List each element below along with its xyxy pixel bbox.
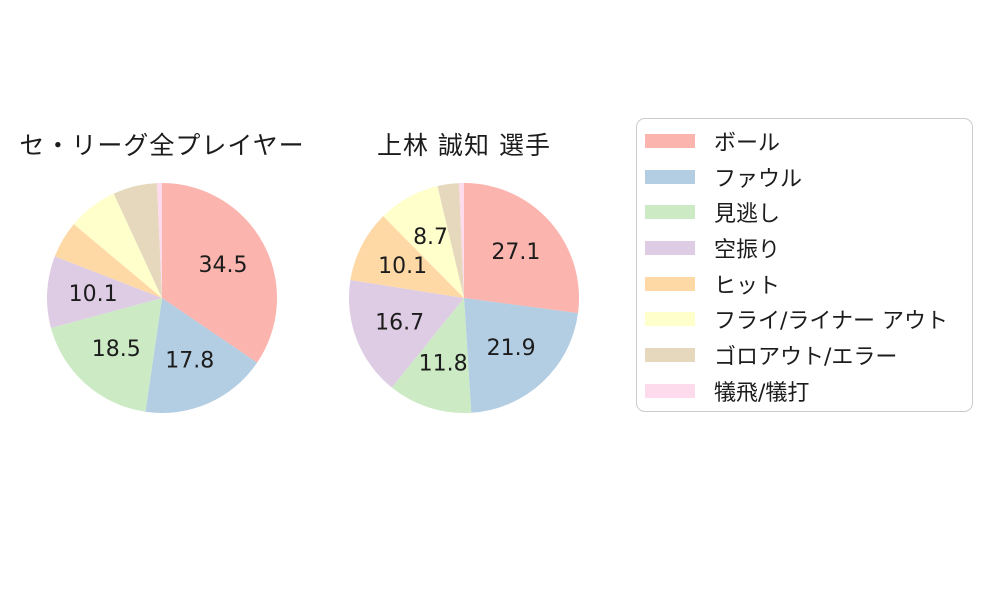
- pie-slice: [437, 183, 464, 298]
- pie-slice: [162, 183, 277, 363]
- legend-swatch: [645, 312, 695, 327]
- slice-value-label: 10.1: [378, 254, 427, 279]
- legend-label: ゴロアウト/エラー: [714, 344, 898, 370]
- legend-label: ヒット: [714, 273, 781, 299]
- legend-item: ファウル: [637, 159, 972, 195]
- legend-item: 空振り: [637, 230, 972, 266]
- legend-label: ボール: [714, 130, 781, 156]
- chart-league: セ・リーグ全プレイヤー 34.5 17.8 18.5 10.1: [12, 126, 312, 413]
- legend-label: 空振り: [714, 237, 781, 263]
- legend-swatch: [645, 383, 695, 398]
- pie-slice: [391, 298, 472, 413]
- pie-svg: 27.1 21.9 11.8 16.7 10.1 8.7: [349, 183, 579, 413]
- legend-label: 犠飛/犠打: [714, 380, 810, 406]
- pie-chart-player: 27.1 21.9 11.8 16.7 10.1 8.7: [349, 183, 579, 413]
- legend-swatch: [645, 240, 695, 255]
- pie-svg: 34.5 17.8 18.5 10.1: [47, 183, 277, 413]
- slice-value-label: 10.1: [69, 282, 118, 307]
- legend-item: ボール: [637, 123, 972, 159]
- chart-title-league: セ・リーグ全プレイヤー: [19, 131, 305, 160]
- pie-slice: [73, 193, 162, 298]
- slice-value-label: 16.7: [375, 310, 424, 335]
- legend-swatch: [645, 133, 695, 148]
- pie-slice: [156, 183, 162, 298]
- pie-slice: [464, 298, 579, 413]
- pie-slice: [145, 298, 258, 413]
- legend-swatch: [645, 276, 695, 291]
- pie-slice: [50, 298, 162, 412]
- slice-value-label: 11.8: [419, 351, 468, 376]
- slice-value-label: 34.5: [198, 253, 247, 278]
- slice-value-label: 21.9: [487, 336, 536, 361]
- legend-swatch: [645, 347, 695, 362]
- pie-slice: [383, 186, 464, 298]
- pie-chart-league: 34.5 17.8 18.5 10.1: [47, 183, 277, 413]
- slice-value-label: 8.7: [413, 225, 448, 250]
- pie-slice: [349, 280, 464, 388]
- legend-label: 見逃し: [714, 202, 781, 228]
- slice-value-label: 17.8: [165, 349, 214, 374]
- legend-item: 犠飛/犠打: [637, 373, 972, 409]
- legend-item: 見逃し: [637, 194, 972, 230]
- slice-value-label: 18.5: [92, 337, 141, 362]
- legend-item: ヒット: [637, 266, 972, 302]
- pie-slice: [464, 183, 579, 314]
- legend-label: ファウル: [714, 166, 803, 192]
- legend-swatch: [645, 169, 695, 184]
- legend-label: フライ/ライナー アウト: [714, 309, 948, 335]
- pie-slice: [113, 183, 162, 298]
- legend-item: フライ/ライナー アウト: [637, 301, 972, 337]
- pie-slice: [458, 183, 464, 298]
- slice-value-label: 27.1: [491, 240, 540, 265]
- chart-title-player: 上林 誠知 選手: [377, 131, 551, 160]
- legend-item: ゴロアウト/エラー: [637, 337, 972, 373]
- pie-slice: [54, 224, 162, 298]
- pie-slice: [47, 256, 162, 328]
- chart-player: 上林 誠知 選手 27.1 21.9 11.8 16.7 10.1 8.7: [314, 126, 614, 413]
- legend-swatch: [645, 205, 695, 220]
- legend: ボールファウル見逃し空振りヒットフライ/ライナー アウト ゴロアウト/エラー 犠飛/…: [636, 118, 973, 412]
- pie-slice: [350, 216, 464, 298]
